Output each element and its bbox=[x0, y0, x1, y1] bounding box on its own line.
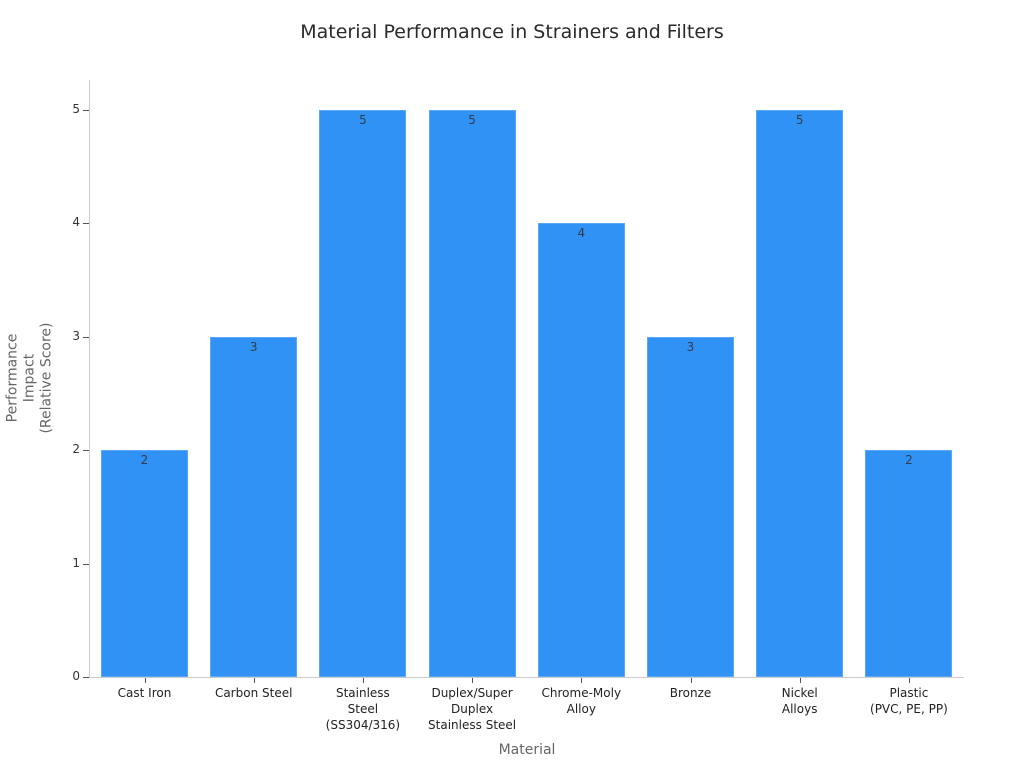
x-tick-mark bbox=[690, 678, 692, 683]
bar-value-label: 4 bbox=[577, 226, 586, 241]
bar[interactable] bbox=[428, 110, 516, 677]
x-tick-mark bbox=[799, 678, 801, 683]
y-tick-label: 3 bbox=[72, 328, 80, 343]
y-tick-label: 4 bbox=[72, 215, 80, 230]
bar[interactable] bbox=[647, 336, 734, 677]
y-axis-title: Performance Impact (Relative Score) bbox=[4, 322, 55, 434]
y-tick-mark bbox=[83, 450, 89, 452]
bar[interactable] bbox=[101, 450, 188, 677]
bar[interactable] bbox=[537, 223, 625, 677]
bar-value-label: 2 bbox=[140, 453, 149, 468]
x-tick-label: Duplex/Super Duplex Stainless Steel bbox=[428, 686, 517, 732]
bar-value-label: 2 bbox=[905, 453, 913, 468]
x-tick-label: Nickel Alloys bbox=[781, 686, 818, 716]
x-tick-label: Chrome-Moly Alloy bbox=[541, 686, 622, 716]
y-axis-line bbox=[89, 80, 90, 678]
y-tick-mark bbox=[83, 223, 89, 225]
x-tick-label: Carbon Steel bbox=[214, 686, 293, 700]
y-tick-mark bbox=[83, 110, 89, 111]
y-tick-mark bbox=[83, 336, 89, 338]
x-tick-label: Cast Iron bbox=[117, 686, 172, 700]
chart-title: Material Performance in Strainers and Fi… bbox=[300, 21, 724, 43]
y-tick-mark bbox=[83, 563, 89, 565]
bar-value-label: 3 bbox=[249, 339, 258, 354]
x-axis-line bbox=[89, 677, 964, 678]
x-axis-title: Material bbox=[498, 742, 556, 758]
x-tick-mark bbox=[362, 678, 364, 683]
y-tick-label: 2 bbox=[72, 442, 80, 457]
y-tick-label: 0 bbox=[72, 669, 80, 683]
y-tick-label: 1 bbox=[72, 555, 80, 570]
x-tick-mark bbox=[908, 678, 910, 683]
y-tick-mark bbox=[83, 677, 89, 678]
x-tick-mark bbox=[253, 678, 255, 683]
bar[interactable] bbox=[210, 336, 298, 677]
x-tick-label: Plastic (PVC, PE, PP) bbox=[870, 686, 948, 716]
bar[interactable] bbox=[319, 110, 407, 677]
x-tick-mark bbox=[581, 678, 583, 683]
x-tick-mark bbox=[472, 678, 474, 683]
x-tick-mark bbox=[144, 678, 146, 683]
bar-value-label: 5 bbox=[795, 113, 804, 127]
bar[interactable] bbox=[865, 450, 953, 677]
bar-value-label: 3 bbox=[686, 339, 695, 354]
y-tick-label: 5 bbox=[72, 102, 80, 116]
x-tick-label: Bronze bbox=[669, 686, 712, 700]
bar[interactable] bbox=[756, 110, 844, 677]
bar-value-label: 5 bbox=[359, 113, 367, 127]
bar-value-label: 5 bbox=[468, 113, 476, 127]
x-tick-label: Stainless Steel (SS304/316) bbox=[325, 686, 401, 732]
